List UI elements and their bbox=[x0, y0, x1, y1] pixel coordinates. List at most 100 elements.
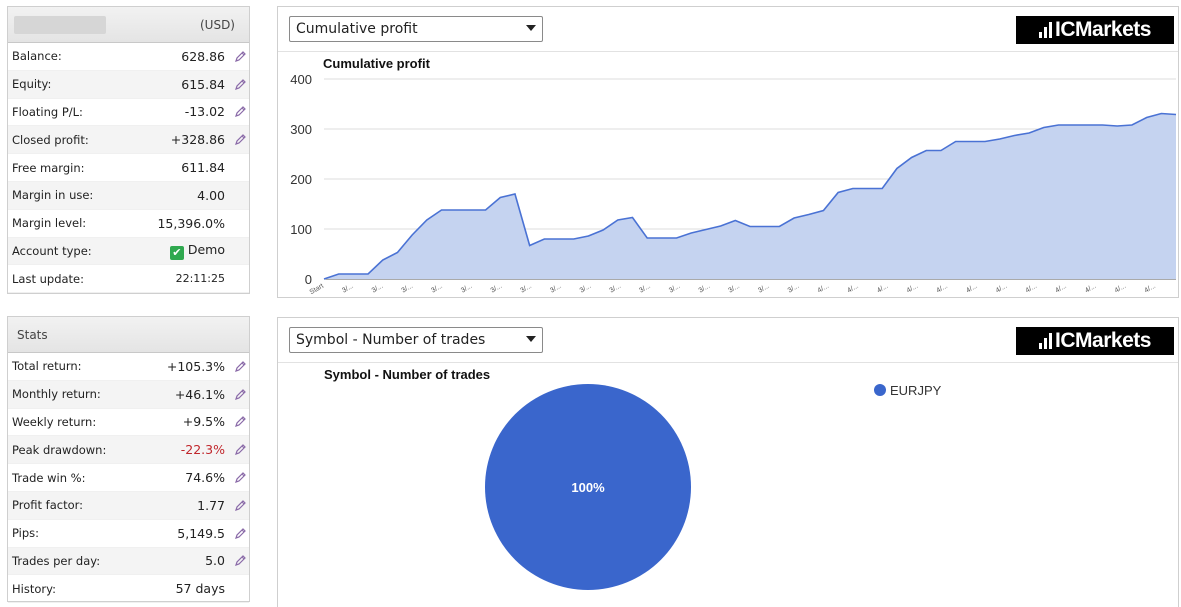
stat-value: +105.3% bbox=[166, 358, 225, 374]
x-tick-label: 3/... bbox=[519, 283, 533, 295]
logo-text-markets: Markets bbox=[1075, 329, 1151, 352]
x-tick-label: 3/... bbox=[401, 283, 415, 295]
x-tick-label: 4/... bbox=[935, 283, 949, 295]
legend-swatch bbox=[874, 384, 886, 396]
stat-label: Weekly return: bbox=[12, 414, 97, 429]
chart-tool-icon[interactable] bbox=[231, 527, 249, 540]
x-tick-label: 4/... bbox=[965, 283, 979, 295]
stat-row: Free margin: 611.84 bbox=[8, 154, 249, 182]
chart-tool-icon[interactable] bbox=[231, 471, 249, 484]
stats-rows: Total return: +105.3% Monthly return: +46.1… bbox=[8, 353, 249, 604]
x-tick-label: 3/... bbox=[430, 283, 444, 295]
x-tick-label: 3/... bbox=[609, 283, 623, 295]
x-tick-label: 4/... bbox=[995, 283, 1009, 295]
chevron-down-icon bbox=[526, 336, 536, 342]
chart-tool-icon[interactable] bbox=[231, 443, 249, 456]
logo-text-ic: IC bbox=[1055, 18, 1076, 41]
stats-title: Stats bbox=[17, 327, 48, 342]
chart-type-select-value: Symbol - Number of trades bbox=[296, 332, 486, 348]
stats-panel: Stats Total return: +105.3% Monthly return… bbox=[7, 316, 250, 604]
stat-value: 5,149.5 bbox=[177, 525, 225, 541]
area-fill bbox=[324, 113, 1176, 279]
chart-tool-icon[interactable] bbox=[231, 360, 249, 373]
stat-label: Balance: bbox=[12, 49, 62, 64]
stat-value: +9.5% bbox=[182, 414, 225, 430]
stat-row: Trades per day: 5.0 bbox=[8, 547, 249, 576]
x-tick-label: 3/... bbox=[638, 283, 652, 295]
chart-title: Symbol - Number of trades bbox=[324, 367, 491, 382]
stat-row: Balance: 628.86 bbox=[8, 43, 249, 71]
stat-value: 5.0 bbox=[205, 553, 225, 569]
stat-row: Account type: ✔ Demo bbox=[8, 237, 249, 266]
pie-slice bbox=[485, 384, 691, 590]
x-tick-label: 3/... bbox=[727, 283, 741, 295]
stat-value: 1.77 bbox=[197, 497, 225, 513]
chart-tool-icon[interactable] bbox=[231, 133, 249, 146]
chart-tool-icon[interactable] bbox=[231, 78, 249, 91]
stat-label: History: bbox=[12, 581, 56, 596]
chart-tool-icon[interactable] bbox=[231, 388, 249, 401]
stat-row: Monthly return: +46.1% bbox=[8, 380, 249, 409]
stat-value: +46.1% bbox=[174, 386, 225, 402]
y-tick-label: 200 bbox=[290, 172, 312, 187]
chart-tool-icon[interactable] bbox=[231, 499, 249, 512]
stat-label: Equity: bbox=[12, 77, 52, 92]
stat-row: Equity: 615.84 bbox=[8, 70, 249, 99]
stat-row: Closed profit: +328.86 bbox=[8, 126, 249, 155]
stat-row: Profit factor: 1.77 bbox=[8, 491, 249, 520]
x-tick-label: 4/... bbox=[817, 283, 831, 295]
logo-text-markets: Markets bbox=[1075, 18, 1151, 41]
stat-value: 15,396.0% bbox=[157, 215, 225, 231]
chart-tool-icon[interactable] bbox=[231, 554, 249, 567]
chart-type-select[interactable]: Cumulative profit bbox=[289, 16, 543, 42]
x-tick-label: 3/... bbox=[698, 283, 712, 295]
chart-type-select-2[interactable]: Symbol - Number of trades bbox=[289, 327, 543, 353]
account-name-redacted bbox=[14, 15, 106, 34]
stat-value: 22:11:25 bbox=[175, 272, 225, 286]
stat-label: Trades per day: bbox=[12, 553, 101, 568]
area-line bbox=[323, 112, 1177, 280]
stat-row: Floating P/L: -13.02 bbox=[8, 99, 249, 127]
stat-label: Margin level: bbox=[12, 216, 87, 231]
symbol-chart-panel: Symbol - Number of trades IC Markets Symb… bbox=[277, 317, 1179, 607]
stat-row: Trade win %: 74.6% bbox=[8, 464, 249, 492]
stat-label: Margin in use: bbox=[12, 188, 94, 203]
stat-value: 4.00 bbox=[197, 187, 225, 203]
stat-value: 615.84 bbox=[181, 76, 225, 92]
ic-markets-logo: IC Markets bbox=[1016, 16, 1174, 44]
account-currency: (USD) bbox=[199, 17, 235, 32]
x-tick-label: 3/... bbox=[787, 283, 801, 295]
divider bbox=[278, 362, 1178, 363]
stat-value: 611.84 bbox=[181, 160, 225, 176]
x-tick-label: 3/... bbox=[757, 283, 771, 295]
stat-value: +328.86 bbox=[170, 132, 225, 148]
x-tick-label: 3/... bbox=[371, 283, 385, 295]
stat-label: Last update: bbox=[12, 271, 85, 286]
x-tick-label: 3/... bbox=[579, 283, 593, 295]
stat-row: Margin level: 15,396.0% bbox=[8, 210, 249, 238]
stat-row: Peak drawdown: -22.3% bbox=[8, 436, 249, 465]
x-tick-label: 4/... bbox=[906, 283, 920, 295]
stat-label: Peak drawdown: bbox=[12, 442, 107, 457]
stat-value: 74.6% bbox=[185, 470, 225, 486]
chart-title: Cumulative profit bbox=[323, 56, 430, 71]
account-panel: (USD) Balance: 628.86 Equity: 615.84 Floatin… bbox=[7, 6, 250, 294]
y-tick-label: 400 bbox=[290, 72, 312, 87]
x-tick-label: 4/... bbox=[1025, 283, 1039, 295]
chart-tool-icon[interactable] bbox=[231, 105, 249, 118]
x-tick-label: 4/... bbox=[1143, 283, 1157, 295]
stat-row: Margin in use: 4.00 bbox=[8, 181, 249, 210]
x-tick-label: 4/... bbox=[1054, 283, 1068, 295]
x-tick-label: 4/... bbox=[1114, 283, 1128, 295]
chart-tool-icon[interactable] bbox=[231, 415, 249, 428]
chart-tool-icon[interactable] bbox=[231, 50, 249, 63]
check-icon: ✔ bbox=[169, 245, 184, 260]
account-rows: Balance: 628.86 Equity: 615.84 Floating P/L:… bbox=[8, 43, 249, 294]
logo-bars-icon bbox=[1039, 22, 1053, 38]
stat-value: ✔ Demo bbox=[111, 242, 231, 260]
stat-label: Monthly return: bbox=[12, 387, 101, 402]
stat-label: Floating P/L: bbox=[12, 104, 83, 119]
stat-label: Total return: bbox=[12, 359, 82, 374]
stat-row: Weekly return: +9.5% bbox=[8, 409, 249, 437]
stat-label: Pips: bbox=[12, 526, 40, 541]
